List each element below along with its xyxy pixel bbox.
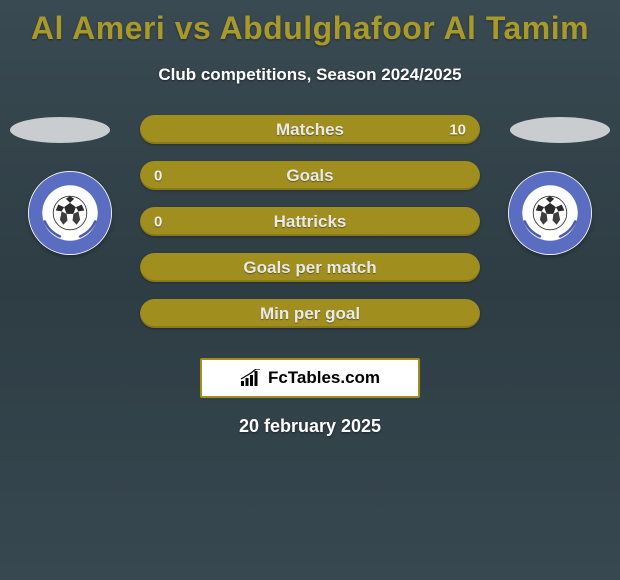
stat-label: Min per goal [260, 304, 360, 324]
stat-row-min-per-goal: Min per goal [140, 299, 480, 328]
stat-label: Hattricks [274, 212, 347, 232]
stat-label: Goals per match [243, 258, 376, 278]
stat-label: Goals [286, 166, 333, 186]
stat-value-left: 0 [154, 167, 162, 184]
stat-row-matches: Matches 10 [140, 115, 480, 144]
branding-box: FcTables.com [200, 358, 420, 398]
stat-value-left: 0 [154, 213, 162, 230]
stat-label: Matches [276, 120, 344, 140]
date-text: 20 february 2025 [0, 416, 620, 437]
branding-text: FcTables.com [268, 368, 380, 388]
stat-value-right: 10 [449, 121, 466, 138]
player-slot-left [10, 117, 110, 143]
player-slot-right [510, 117, 610, 143]
stat-row-goals-per-match: Goals per match [140, 253, 480, 282]
stat-row-hattricks: 0 Hattricks [140, 207, 480, 236]
svg-text:AL-NASR: AL-NASR [535, 189, 565, 196]
stat-rows: Matches 10 0 Goals 0 Hattricks Goals per… [140, 115, 480, 328]
comparison-content: AL-NASR 1945 AL-NASR 1945 [0, 115, 620, 437]
club-logo-left: AL-NASR 1945 [28, 171, 112, 255]
svg-text:1945: 1945 [542, 230, 559, 239]
club-badge-icon: AL-NASR 1945 [28, 171, 112, 255]
club-badge-icon: AL-NASR 1945 [508, 171, 592, 255]
club-logo-right: AL-NASR 1945 [508, 171, 592, 255]
svg-text:AL-NASR: AL-NASR [55, 189, 85, 196]
stat-row-goals: 0 Goals [140, 161, 480, 190]
subtitle: Club competitions, Season 2024/2025 [0, 65, 620, 85]
svg-text:1945: 1945 [62, 230, 79, 239]
chart-icon [240, 369, 262, 387]
page-title: Al Ameri vs Abdulghafoor Al Tamim [0, 0, 620, 47]
